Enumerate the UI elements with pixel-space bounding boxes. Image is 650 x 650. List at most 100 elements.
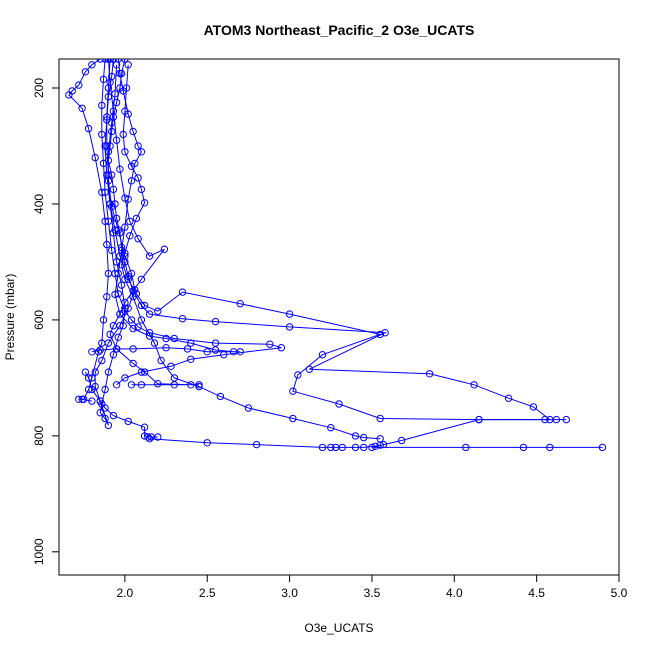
data-point [103,142,111,150]
data-point [109,59,118,63]
data-point [338,443,346,452]
data-point [546,443,554,452]
data-point [360,433,368,442]
data-point [99,159,108,168]
data-point [157,356,165,365]
data-point [211,317,220,326]
data-point [84,374,93,382]
data-point [96,409,104,417]
data-point [335,400,343,408]
data-point [98,101,106,110]
data-point [541,415,549,424]
data-point [84,124,93,133]
data-point [160,245,169,253]
data-point [88,397,96,405]
data-point [183,345,192,353]
y-axis-label: Pressure (mbar) [3,274,17,361]
data-point [112,98,121,107]
data-point [109,229,118,237]
data-point [91,153,99,162]
data-series [65,59,607,452]
data-point [137,381,146,389]
data-point [88,61,96,69]
data-point [504,394,513,402]
data-point [88,348,96,356]
data-point [75,395,83,403]
data-point [195,382,203,391]
data-point [121,223,129,231]
data-point [81,68,90,76]
data-point [108,119,116,127]
data-point [112,381,121,389]
data-point [101,414,109,423]
x-tick-label: 2.0 [117,586,134,600]
data-point [127,316,136,324]
data-point [109,185,118,194]
data-point [88,385,96,394]
data-point [124,195,132,204]
data-point [397,436,406,445]
data-point [351,443,360,452]
data-point [75,81,83,89]
data-point [154,307,162,315]
data-point [236,348,244,356]
data-point [134,174,142,182]
y-tick-label: 1000 [32,538,46,565]
x-tick-label: 4.5 [528,586,545,600]
data-point [121,374,129,382]
data-point [78,104,86,113]
data-point [137,148,146,156]
data-point [137,185,146,194]
x-axis: 2.0 2.5 3.0 3.5 4.0 4.5 5.0 [117,575,628,600]
data-point [104,368,113,376]
data-point [99,75,108,84]
data-point [318,443,327,452]
data-point [134,323,142,331]
data-point [137,275,146,283]
y-tick-label: 600 [32,310,46,330]
data-point [104,171,113,179]
data-point [112,214,121,223]
plot-frame [58,58,620,576]
series-line [121,64,381,440]
data-point [187,355,195,363]
data-point [425,370,434,378]
data-point [98,356,106,365]
data-point [167,362,175,370]
series-line [91,59,241,353]
data-point [112,136,121,144]
data-point [127,177,136,185]
data-point [145,329,154,337]
data-point [244,404,253,412]
data-point [327,424,335,432]
data-point [124,61,132,69]
data-point [111,90,119,98]
data-point [81,368,90,376]
data-point [106,200,114,208]
data-point [145,310,154,318]
data-point [162,344,170,352]
data-point [475,415,483,424]
data-point [277,344,286,352]
x-tick-label: 3.5 [364,586,381,600]
y-tick-label: 800 [32,426,46,446]
data-point [127,269,136,278]
data-point [124,417,132,426]
data-point [236,300,244,308]
data-point [122,84,131,92]
data-point [131,286,139,294]
data-point [129,127,137,136]
data-point [220,351,228,359]
data-point [129,345,137,353]
series-line [107,59,199,386]
data-point [252,440,261,449]
data-point [162,334,170,343]
data-point [101,385,109,394]
data-point [203,348,211,356]
data-point [96,59,104,63]
data-point [103,113,111,121]
data-point [552,415,561,424]
data-point [351,432,360,440]
data-point [289,414,297,423]
